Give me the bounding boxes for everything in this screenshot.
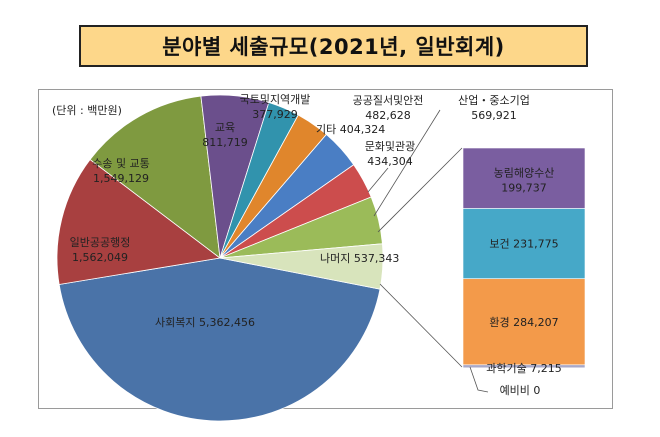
- connector-bottom: [379, 283, 463, 368]
- pie-slice-1: [56, 158, 221, 285]
- connector-top: [377, 147, 463, 233]
- leader-line-reserve: [469, 366, 489, 393]
- slice-value-6: 482,628: [365, 109, 411, 122]
- pie-slice-0: [58, 257, 381, 422]
- breakdown-label-1: 보건 231,775: [489, 238, 558, 251]
- breakdown-bar-2: [462, 278, 586, 366]
- slice-label-7: 문화및관광: [365, 140, 416, 153]
- slice-label-0: 사회복지 5,362,456: [155, 316, 255, 329]
- pie-slice-2: [89, 95, 221, 259]
- slice-value-8: 569,921: [471, 109, 517, 122]
- slice-value-3: 811,719: [202, 136, 248, 149]
- slice-label-2: 수송 및 교통: [92, 157, 150, 170]
- breakdown-label-4: 예비비 0: [500, 384, 541, 397]
- chart-title: 분야별 세출규모(2021년, 일반회계): [79, 25, 588, 67]
- pie-slice-9: [219, 243, 384, 290]
- slice-label-8: 산업・중소기업: [458, 94, 530, 107]
- slice-label-3: 교육: [215, 121, 235, 134]
- slice-value-1: 1,562,049: [72, 251, 128, 264]
- slice-label-5: 기타 404,324: [316, 123, 385, 136]
- leader-line-culture: [367, 167, 389, 193]
- breakdown-value-0: 199,737: [501, 181, 547, 194]
- slice-label-1: 일반공공행정: [70, 235, 131, 249]
- breakdown-bar-0: [462, 147, 586, 209]
- leader-line-industry: [373, 109, 441, 217]
- chart-frame: [38, 89, 613, 409]
- slice-value-4: 377,929: [252, 108, 298, 121]
- slice-label-4: 국토및지역개발: [240, 93, 311, 106]
- breakdown-label-2: 환경 284,207: [489, 316, 558, 329]
- unit-note: (단위 : 백만원): [52, 104, 122, 117]
- breakdown-bar-3: [462, 364, 586, 369]
- breakdown-label-0: 농림해양수산: [494, 165, 555, 179]
- slice-label-6: 공공질서및안전: [353, 94, 424, 107]
- slice-label-9: 나머지 537,343: [320, 252, 399, 265]
- slice-value-2: 1,549,129: [93, 172, 149, 185]
- slice-value-7: 434,304: [367, 155, 413, 168]
- breakdown-label-3: 과학기술 7,215: [486, 362, 561, 375]
- breakdown-bar-1: [462, 208, 586, 280]
